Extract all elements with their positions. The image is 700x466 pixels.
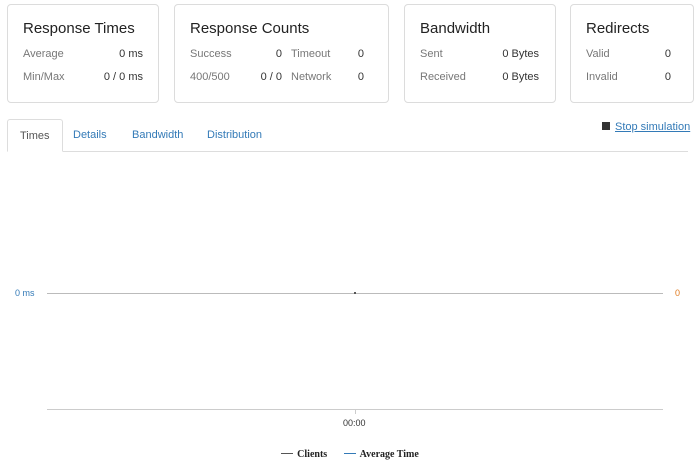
tab-bar: Times Details Bandwidth Distribution	[7, 119, 688, 152]
timeout-label: Timeout	[291, 48, 331, 60]
minmax-label: Min/Max	[23, 71, 65, 83]
response-times-card: Response Times Average 0 ms Min/Max 0 / …	[7, 4, 159, 103]
legend-item-average-time[interactable]: Average Time	[343, 449, 419, 460]
received-label: Received	[420, 71, 466, 83]
minmax-value: 0 / 0 ms	[103, 71, 143, 83]
legend-average-time-label: Average Time	[359, 449, 419, 460]
valid-value: 0	[664, 48, 671, 60]
timeout-value: 0	[357, 48, 364, 60]
bandwidth-title: Bandwidth	[420, 20, 491, 37]
average-time-swatch-icon	[343, 453, 356, 454]
response-counts-card: Response Counts Success 0 Timeout 0 400/…	[174, 4, 389, 103]
tab-times[interactable]: Times	[7, 119, 63, 152]
error-codes-label: 400/500	[190, 71, 230, 83]
stop-simulation-link[interactable]: Stop simulation	[602, 121, 690, 133]
network-label: Network	[291, 71, 332, 83]
response-counts-title: Response Counts	[190, 20, 310, 37]
average-label: Average	[23, 48, 64, 60]
sent-label: Sent	[420, 48, 443, 60]
average-value: 0 ms	[119, 48, 143, 60]
invalid-label: Invalid	[586, 71, 618, 83]
legend-clients-label: Clients	[297, 449, 328, 460]
redirects-card: Redirects Valid 0 Invalid 0	[570, 4, 694, 103]
chart-legend: Clients Average Time	[0, 449, 700, 460]
network-value: 0	[357, 71, 364, 83]
error-codes-value: 0 / 0	[260, 71, 282, 83]
tab-bandwidth[interactable]: Bandwidth	[132, 129, 184, 141]
valid-label: Valid	[586, 48, 610, 60]
bandwidth-card: Bandwidth Sent 0 Bytes Received 0 Bytes	[404, 4, 556, 103]
x-axis-tick	[355, 409, 356, 414]
redirects-title: Redirects	[586, 20, 650, 37]
clients-data-point	[354, 292, 356, 294]
stop-icon	[602, 122, 610, 130]
success-label: Success	[190, 48, 232, 60]
tab-distribution[interactable]: Distribution	[207, 129, 263, 141]
received-value: 0 Bytes	[502, 71, 539, 83]
x-axis-tick-label: 00:00	[343, 418, 366, 428]
success-value: 0	[275, 48, 282, 60]
legend-item-clients[interactable]: Clients	[281, 449, 327, 460]
y-axis-right-tick: 0	[675, 288, 681, 298]
stop-simulation-label: Stop simulation	[615, 121, 691, 133]
response-times-title: Response Times	[23, 20, 135, 37]
y-axis-left-tick: 0 ms	[15, 288, 35, 298]
clients-swatch-icon	[281, 453, 294, 454]
invalid-value: 0	[664, 71, 671, 83]
sent-value: 0 Bytes	[502, 48, 539, 60]
tab-details[interactable]: Details	[73, 129, 107, 141]
